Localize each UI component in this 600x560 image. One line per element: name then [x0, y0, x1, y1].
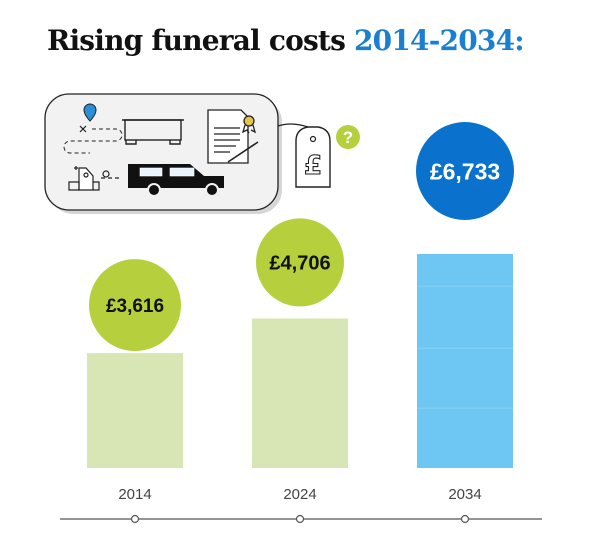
x-tick-label-2034: 2034 [448, 486, 481, 503]
x-tick-label-2024: 2024 [283, 486, 316, 503]
pound-sign: £ [304, 151, 322, 181]
value-circle-2034 [416, 122, 514, 220]
x-tick-label-2014: 2014 [118, 486, 151, 503]
bar-2034 [417, 254, 513, 468]
church-icon [68, 166, 121, 191]
value-label-2014: £3,616 [106, 296, 164, 317]
value-label-2034: £6,733 [430, 158, 500, 184]
coffin-icon [122, 119, 184, 145]
x-axis-marker-2014 [130, 514, 140, 524]
bar-group-2034 [417, 254, 513, 468]
bar-2014 [87, 353, 183, 468]
bar-group-2024 [252, 318, 348, 468]
x-axis-marker-2024 [295, 514, 305, 524]
bar-2034-dividers [417, 285, 513, 409]
bar-group-2014 [87, 353, 183, 468]
value-label-2024: £4,706 [269, 253, 330, 275]
chart-title: Rising funeral costs 2014-2034: [47, 24, 525, 57]
price-tag-icon: £ [277, 123, 331, 188]
map-pin-icon [63, 103, 123, 154]
certificate-icon [207, 109, 259, 164]
title-main: Rising funeral costs [47, 24, 346, 57]
value-circle-2024 [256, 218, 344, 307]
value-circle-2014 [89, 259, 181, 352]
question-mark: ? [343, 128, 353, 147]
title-years: 2014-2034: [353, 24, 525, 57]
hearse-icon [128, 164, 224, 197]
bar-2024 [252, 318, 348, 468]
question-badge-icon: ? [336, 125, 360, 149]
x-axis-marker-2034 [460, 514, 470, 524]
